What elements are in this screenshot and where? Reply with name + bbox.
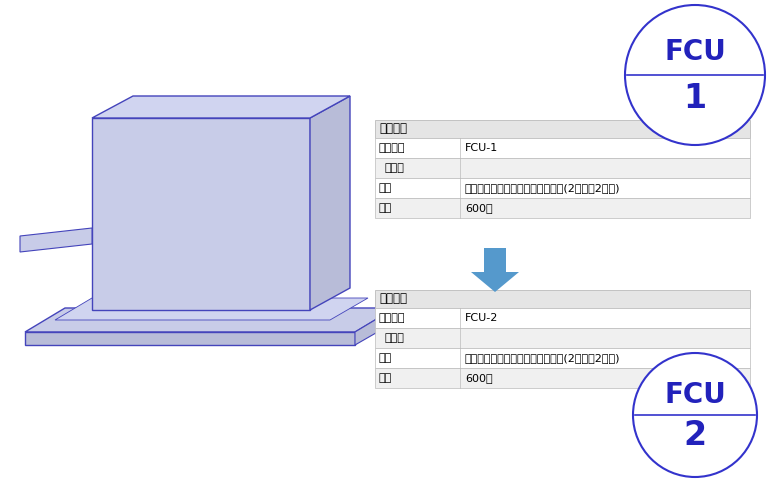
Text: 1: 1	[683, 82, 707, 114]
Circle shape	[625, 5, 765, 145]
Circle shape	[633, 353, 757, 477]
Polygon shape	[92, 96, 350, 118]
Text: 機器番号: 機器番号	[379, 313, 406, 323]
Bar	[375, 198, 750, 218]
Text: FCU-1: FCU-1	[465, 143, 499, 153]
Text: 型番: 型番	[379, 203, 393, 213]
Text: 部材情報: 部材情報	[379, 122, 407, 136]
Polygon shape	[355, 308, 395, 345]
Text: 600形: 600形	[465, 203, 492, 213]
Text: 部材情報: 部材情報	[379, 292, 407, 306]
Bar	[375, 290, 750, 308]
Text: カセット形ファンコイルユニット(2方向・2管式): カセット形ファンコイルユニット(2方向・2管式)	[465, 183, 621, 193]
Text: 2: 2	[683, 419, 707, 452]
Text: 機器番号: 機器番号	[379, 143, 406, 153]
Text: 枝番号: 枝番号	[385, 163, 405, 173]
Polygon shape	[55, 298, 368, 320]
Bar	[375, 328, 750, 348]
Polygon shape	[25, 308, 395, 332]
Bar	[375, 348, 750, 368]
Bar	[375, 308, 750, 328]
Bar	[375, 368, 750, 388]
Polygon shape	[471, 272, 519, 292]
Text: FCU-2: FCU-2	[465, 313, 499, 323]
Polygon shape	[25, 332, 355, 345]
Text: 600形: 600形	[465, 373, 492, 383]
Text: 型番: 型番	[379, 373, 393, 383]
Bar	[375, 178, 750, 198]
Polygon shape	[310, 96, 350, 310]
Polygon shape	[484, 248, 506, 272]
Text: 名称: 名称	[379, 183, 393, 193]
Bar	[375, 158, 750, 178]
Polygon shape	[20, 228, 92, 252]
Text: 枝番号: 枝番号	[385, 333, 405, 343]
Bar	[375, 120, 750, 138]
Polygon shape	[92, 118, 310, 310]
Text: カセット形ファンコイルユニット(2方向・2管式): カセット形ファンコイルユニット(2方向・2管式)	[465, 353, 621, 363]
Text: FCU: FCU	[664, 38, 726, 66]
Bar	[375, 138, 750, 158]
Text: 名称: 名称	[379, 353, 393, 363]
Text: FCU: FCU	[664, 381, 726, 409]
